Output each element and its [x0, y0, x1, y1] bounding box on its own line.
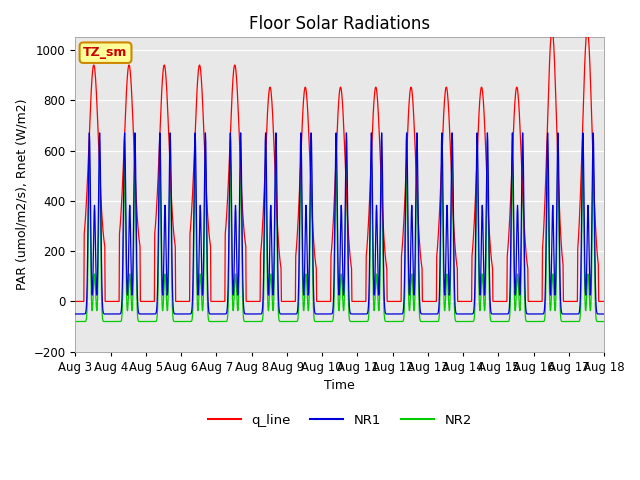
- Title: Floor Solar Radiations: Floor Solar Radiations: [249, 15, 430, 33]
- NR1: [554, 139, 561, 144]
- Line: NR1: NR1: [76, 133, 604, 314]
- q_line: [548, 26, 556, 32]
- NR2: [292, 319, 300, 324]
- Legend: q_line, NR1, NR2: q_line, NR1, NR2: [202, 408, 477, 432]
- NR2: [86, 160, 93, 166]
- NR2: [280, 319, 287, 324]
- Line: NR2: NR2: [76, 163, 604, 322]
- NR1: [421, 311, 429, 317]
- q_line: [420, 299, 428, 304]
- q_line: [554, 151, 561, 157]
- NR1: [600, 311, 608, 317]
- NR1: [508, 139, 516, 144]
- NR2: [189, 312, 196, 317]
- NR2: [600, 319, 608, 324]
- NR2: [72, 319, 79, 324]
- q_line: [600, 299, 608, 304]
- X-axis label: Time: Time: [324, 379, 355, 392]
- NR1: [189, 295, 196, 300]
- NR1: [280, 311, 287, 317]
- q_line: [72, 299, 79, 304]
- q_line: [279, 299, 287, 304]
- NR1: [72, 311, 79, 317]
- NR1: [86, 130, 93, 136]
- q_line: [292, 253, 300, 259]
- NR1: [292, 311, 300, 317]
- NR2: [554, 170, 561, 176]
- q_line: [188, 199, 196, 204]
- Y-axis label: PAR (umol/m2/s), Rnet (W/m2): PAR (umol/m2/s), Rnet (W/m2): [15, 99, 28, 290]
- q_line: [508, 171, 515, 177]
- NR2: [421, 319, 429, 324]
- Text: TZ_sm: TZ_sm: [83, 46, 128, 59]
- Line: q_line: q_line: [76, 29, 604, 301]
- NR2: [508, 170, 516, 176]
